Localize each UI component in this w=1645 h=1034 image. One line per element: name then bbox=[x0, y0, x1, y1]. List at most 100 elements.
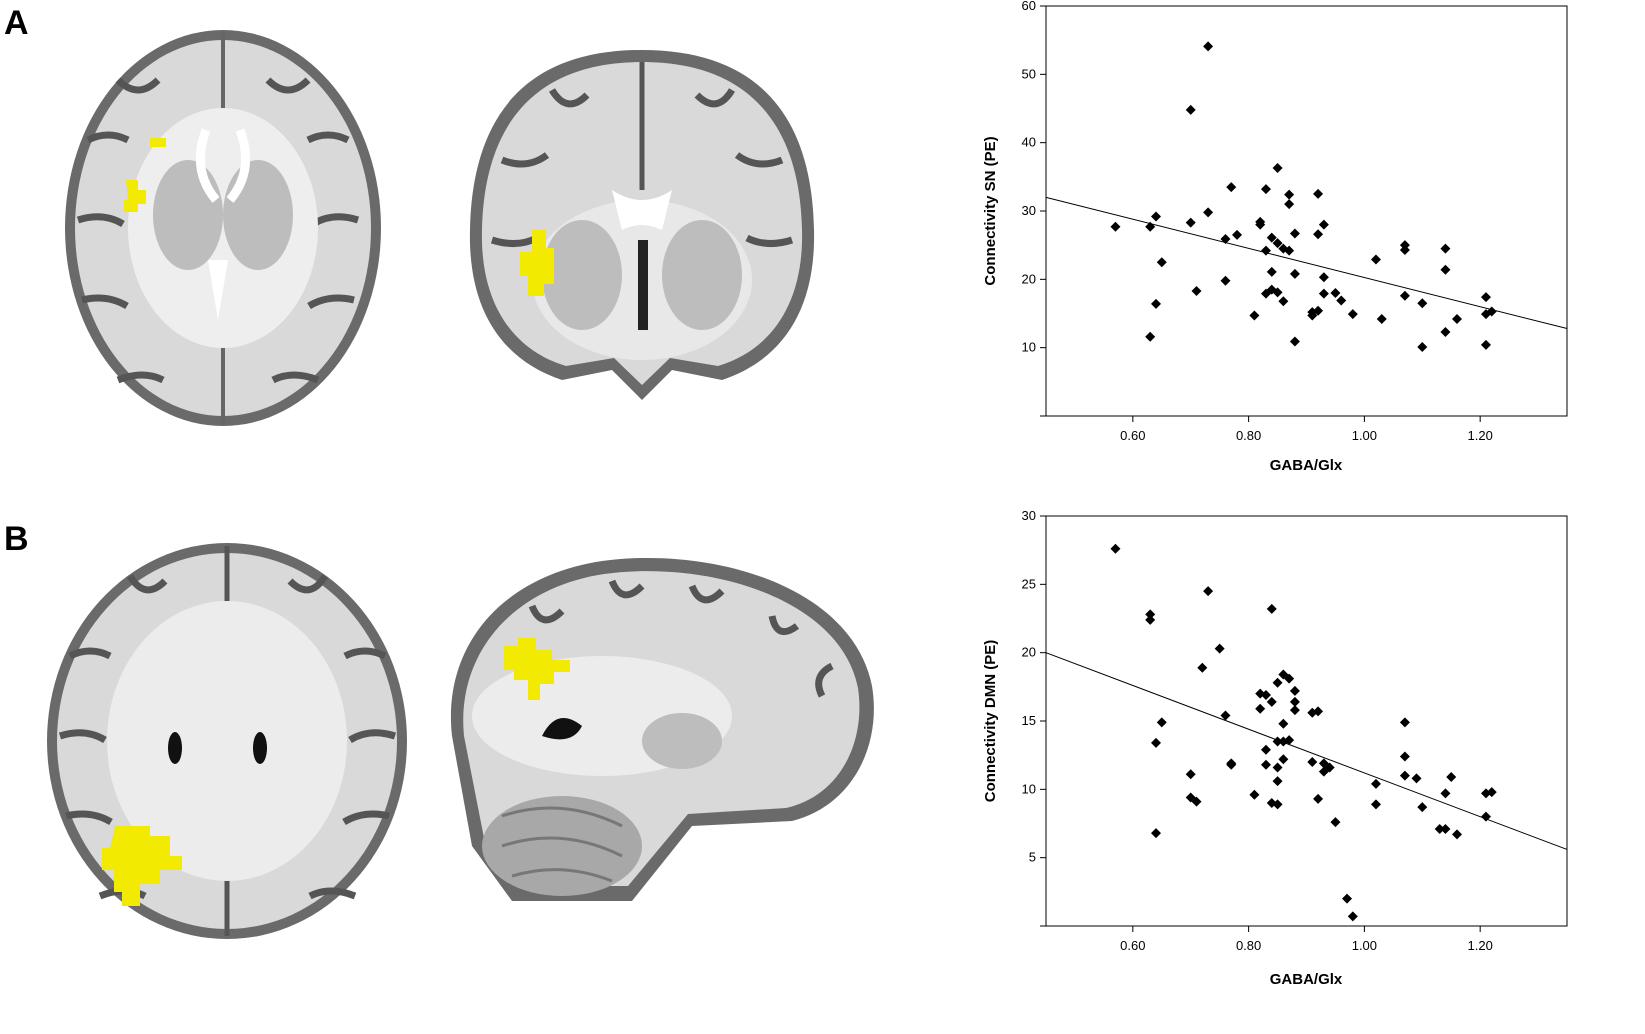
data-point bbox=[1145, 331, 1156, 342]
data-point bbox=[1284, 735, 1295, 746]
y-tick-label: 20 bbox=[1022, 271, 1036, 286]
data-point bbox=[1278, 718, 1289, 729]
data-point bbox=[1150, 828, 1161, 839]
data-point bbox=[1278, 754, 1289, 765]
data-point bbox=[1191, 285, 1202, 296]
data-point bbox=[1145, 221, 1156, 232]
data-point bbox=[1370, 778, 1381, 789]
y-tick-label: 5 bbox=[1029, 850, 1036, 865]
regression-line bbox=[1045, 196, 1568, 330]
y-tick-label: 30 bbox=[1022, 510, 1036, 523]
data-point bbox=[1284, 673, 1295, 684]
data-point bbox=[1110, 221, 1121, 232]
data-point bbox=[1370, 254, 1381, 265]
data-point bbox=[1342, 893, 1353, 904]
data-point bbox=[1417, 802, 1428, 813]
data-point bbox=[1255, 688, 1266, 699]
data-point bbox=[1272, 762, 1283, 773]
data-point bbox=[1399, 244, 1410, 255]
x-axis-title: GABA/Glx bbox=[1270, 457, 1343, 474]
data-point bbox=[1156, 257, 1167, 268]
data-point bbox=[1145, 609, 1156, 620]
data-point bbox=[1434, 823, 1445, 834]
data-point bbox=[1399, 770, 1410, 781]
data-point bbox=[1313, 706, 1324, 717]
data-point bbox=[1110, 543, 1121, 554]
x-tick-label: 1.20 bbox=[1468, 428, 1493, 443]
data-point bbox=[1347, 911, 1358, 922]
data-point bbox=[1272, 162, 1283, 173]
data-point bbox=[1197, 662, 1208, 673]
data-point bbox=[1440, 788, 1451, 799]
data-point bbox=[1185, 217, 1196, 228]
data-point bbox=[1220, 710, 1231, 721]
data-point bbox=[1486, 787, 1497, 798]
data-point bbox=[1284, 189, 1295, 200]
plot-frame bbox=[1045, 5, 1568, 417]
panel-label-b: B bbox=[4, 520, 29, 558]
y-tick-label: 50 bbox=[1022, 66, 1036, 81]
data-point bbox=[1266, 232, 1277, 243]
x-tick-label: 0.80 bbox=[1236, 428, 1261, 443]
data-point bbox=[1313, 305, 1324, 316]
data-point bbox=[1232, 229, 1243, 240]
data-point bbox=[1289, 696, 1300, 707]
plot-frame bbox=[1045, 515, 1568, 927]
data-point bbox=[1289, 705, 1300, 716]
scatter-chart-sn: 10 20 30 40 50 60 0.60 0.80 1.00 1.20 GABA/Glx C… bbox=[982, 0, 1568, 474]
data-point bbox=[1272, 238, 1283, 249]
data-point bbox=[1486, 306, 1497, 317]
data-point bbox=[1260, 690, 1271, 701]
data-point bbox=[1278, 296, 1289, 307]
data-point bbox=[1480, 292, 1491, 303]
data-point bbox=[1324, 762, 1335, 773]
brain-coronal-image bbox=[469, 50, 815, 400]
data-point bbox=[1156, 717, 1167, 728]
data-point bbox=[1399, 751, 1410, 762]
data-point bbox=[1318, 758, 1329, 769]
data-point bbox=[1480, 811, 1491, 822]
data-point bbox=[1399, 717, 1410, 728]
data-point bbox=[1266, 696, 1277, 707]
data-point bbox=[1452, 313, 1463, 324]
data-point bbox=[1411, 773, 1422, 784]
x-tick-label: 0.60 bbox=[1120, 938, 1145, 953]
data-point bbox=[1313, 793, 1324, 804]
data-point bbox=[1289, 336, 1300, 347]
data-point bbox=[1440, 264, 1451, 275]
data-point bbox=[1203, 586, 1214, 597]
data-point bbox=[1313, 229, 1324, 240]
x-tick-label: 1.20 bbox=[1468, 938, 1493, 953]
data-point bbox=[1289, 228, 1300, 239]
brain-sagittal-image bbox=[450, 557, 874, 901]
brain-axial-image-a bbox=[65, 30, 381, 426]
y-tick-label: 20 bbox=[1022, 645, 1036, 660]
data-point bbox=[1272, 776, 1283, 787]
data-point bbox=[1255, 703, 1266, 714]
data-point bbox=[1313, 188, 1324, 199]
data-point bbox=[1150, 737, 1161, 748]
data-point bbox=[1185, 104, 1196, 115]
data-point bbox=[1440, 326, 1451, 337]
data-point bbox=[1249, 789, 1260, 800]
data-point bbox=[1318, 288, 1329, 299]
data-point bbox=[1284, 199, 1295, 210]
data-point bbox=[1220, 234, 1231, 245]
data-point bbox=[1150, 211, 1161, 222]
data-point bbox=[1255, 219, 1266, 230]
data-point bbox=[1440, 243, 1451, 254]
data-point bbox=[1191, 796, 1202, 807]
data-point bbox=[1330, 817, 1341, 828]
data-point bbox=[1370, 799, 1381, 810]
y-axis-title: Connectivity SN (PE) bbox=[982, 136, 999, 285]
data-point bbox=[1214, 643, 1225, 654]
data-point bbox=[1260, 184, 1271, 195]
data-point bbox=[1266, 266, 1277, 277]
data-point bbox=[1278, 243, 1289, 254]
data-point bbox=[1260, 744, 1271, 755]
regression-line bbox=[1045, 652, 1568, 850]
data-point bbox=[1278, 736, 1289, 747]
data-point bbox=[1289, 685, 1300, 696]
data-point bbox=[1399, 290, 1410, 301]
brain-axial-image-b bbox=[47, 543, 407, 939]
